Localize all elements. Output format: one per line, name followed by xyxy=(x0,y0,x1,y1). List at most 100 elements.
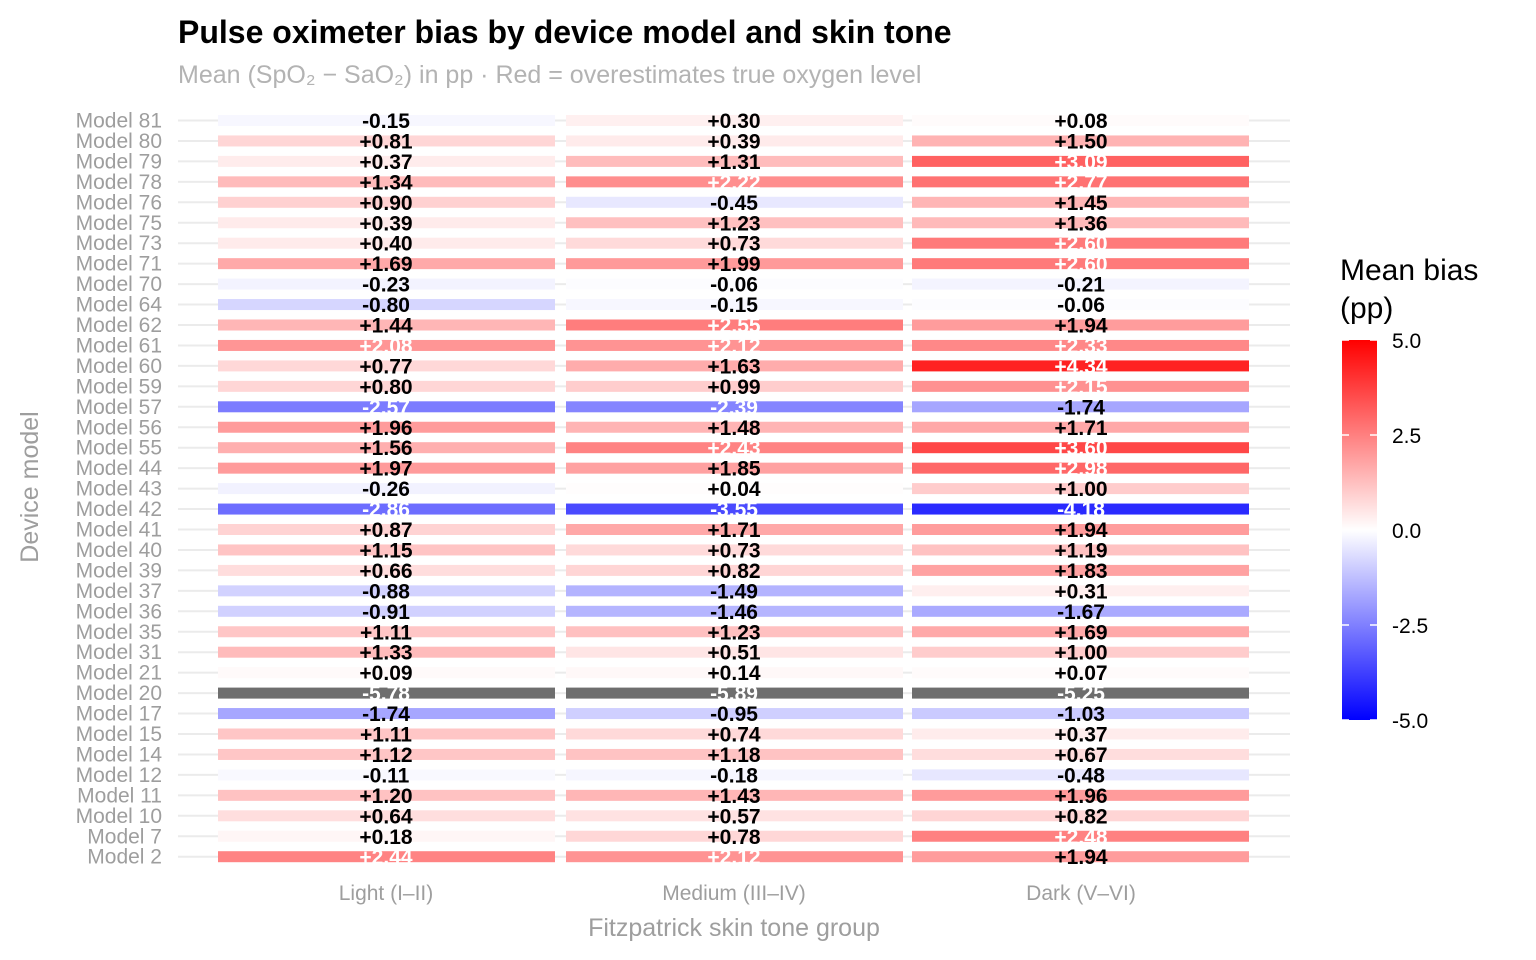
heatmap-cell xyxy=(912,769,1249,781)
y-tick-label: Model 62 xyxy=(76,314,162,337)
heatmap-cell xyxy=(912,237,1249,249)
x-axis-ticks: Light (I–II) Medium (III–IV) Dark (V–VI) xyxy=(339,882,1136,905)
y-tick-label: Model 79 xyxy=(76,150,162,173)
heatmap-cell xyxy=(218,708,555,720)
cell-labels: -0.15 +0.30 +0.08 +0.81 +0.39 +1.50 +0.37 +1.31… xyxy=(359,110,1107,869)
cell-value-label: -0.88 xyxy=(362,580,410,603)
y-tick-label: Model 59 xyxy=(76,375,162,398)
heatmap-cell xyxy=(912,851,1249,863)
cell-value-label: -0.18 xyxy=(710,764,758,787)
cell-value-label: +1.48 xyxy=(707,417,760,440)
y-tick-label: Model 36 xyxy=(76,600,162,623)
cell-value-label: +1.12 xyxy=(359,744,412,767)
cell-value-label: +4.34 xyxy=(1054,355,1107,378)
heatmap-cell xyxy=(566,360,903,372)
heatmap-cell xyxy=(912,667,1249,679)
heatmap-cell xyxy=(566,196,903,208)
y-tick-label: Model 12 xyxy=(76,764,162,787)
y-tick-label: Model 75 xyxy=(76,212,162,235)
cell-value-label: +2.55 xyxy=(707,315,760,338)
cell-value-label: +1.96 xyxy=(1054,785,1107,808)
y-tick-label: Model 55 xyxy=(76,437,162,460)
heatmap-cell xyxy=(912,135,1249,147)
cell-value-label: +1.18 xyxy=(707,744,760,767)
cell-value-label: +2.12 xyxy=(707,335,760,358)
heatmap-cell xyxy=(912,339,1249,351)
heatmap-cell xyxy=(218,585,555,597)
x-axis-label: Fitzpatrick skin tone group xyxy=(588,914,880,942)
cell-value-label: -5.89 xyxy=(710,683,758,706)
y-tick-label: Model 76 xyxy=(76,191,162,214)
cell-value-label: -1.03 xyxy=(1057,703,1105,726)
heatmap-cell xyxy=(912,442,1249,454)
heatmap-cell xyxy=(912,605,1249,617)
legend-tick-label: -5.0 xyxy=(1392,710,1428,733)
cell-value-label: +3.09 xyxy=(1054,151,1107,174)
heatmap-cell xyxy=(566,687,903,699)
cell-value-label: +1.00 xyxy=(1054,478,1107,501)
heatmap-cell xyxy=(218,401,555,413)
heatmap-cell xyxy=(218,360,555,372)
cell-value-label: +0.74 xyxy=(707,724,760,747)
heatmap-cell xyxy=(912,278,1249,290)
cell-value-label: -0.06 xyxy=(1057,294,1105,317)
heatmap-cell xyxy=(218,524,555,535)
heatmap-cell xyxy=(566,646,903,658)
cell-value-label: +1.69 xyxy=(1054,621,1107,644)
heatmap-cell xyxy=(566,728,903,740)
cell-value-label: +1.15 xyxy=(359,539,412,562)
cell-value-label: +1.11 xyxy=(360,724,412,747)
heatmap-cell xyxy=(566,830,903,842)
cell-value-label: +0.67 xyxy=(1054,744,1107,767)
legend-title-line2: (pp) xyxy=(1340,292,1393,325)
y-tick-label: Model 39 xyxy=(76,559,162,582)
heatmap-cell xyxy=(566,708,903,720)
cell-value-label: -1.49 xyxy=(710,580,758,603)
cell-value-label: +1.11 xyxy=(360,621,412,644)
heatmap-cell xyxy=(566,258,903,270)
cell-value-label: +1.71 xyxy=(707,519,760,542)
heatmap-cell xyxy=(912,687,1249,699)
heatmap-cell xyxy=(218,176,555,188)
cell-value-label: +1.34 xyxy=(359,171,412,194)
y-tick-label: Model 64 xyxy=(76,294,163,317)
y-tick-label: Model 81 xyxy=(76,110,162,133)
cell-value-label: +0.64 xyxy=(359,805,412,828)
cell-value-label: +1.50 xyxy=(1054,130,1107,153)
cell-value-label: +0.80 xyxy=(359,376,412,399)
cell-value-label: +1.97 xyxy=(359,458,412,481)
heatmap-cell xyxy=(566,299,903,311)
cell-value-label: -1.74 xyxy=(362,703,410,726)
heatmap-cell xyxy=(218,442,555,454)
cell-value-label: +0.30 xyxy=(707,110,760,133)
cell-value-label: +0.18 xyxy=(359,826,412,849)
heatmap-cell xyxy=(566,851,903,863)
cell-value-label: -2.86 xyxy=(362,499,410,522)
heatmap-cell xyxy=(566,319,903,331)
y-tick-label: Model 44 xyxy=(76,457,163,480)
heatmap-cell xyxy=(912,176,1249,188)
heatmap-cell xyxy=(566,380,903,392)
legend-tick-label: 2.5 xyxy=(1392,425,1421,448)
cell-value-label: +0.39 xyxy=(707,130,760,153)
y-tick-label: Model 61 xyxy=(76,334,162,357)
heatmap-cell xyxy=(218,483,555,495)
chart-subtitle: Mean (SpO₂ − SaO₂) in pp · Red = overest… xyxy=(178,61,921,89)
y-tick-label: Model 73 xyxy=(76,232,162,255)
y-tick-label: Model 71 xyxy=(76,253,162,276)
heatmap-cell xyxy=(218,135,555,147)
cell-value-label: +0.04 xyxy=(707,478,760,501)
heatmap-cell xyxy=(218,217,555,229)
y-tick-label: Model 40 xyxy=(76,539,162,562)
y-tick-label: Model 43 xyxy=(76,478,162,501)
legend-ticks: 5.0 2.5 0.0 -2.5 -5.0 xyxy=(1342,330,1428,733)
cell-value-label: +1.31 xyxy=(707,151,760,174)
heatmap-cell xyxy=(218,237,555,249)
legend-tick-label: 0.0 xyxy=(1392,520,1421,543)
cell-value-label: +2.15 xyxy=(1054,376,1107,399)
cell-value-label: +1.85 xyxy=(707,458,760,481)
cell-value-label: +2.60 xyxy=(1054,253,1107,276)
heatmap-cell xyxy=(912,564,1249,576)
cell-value-label: +0.87 xyxy=(359,519,412,542)
